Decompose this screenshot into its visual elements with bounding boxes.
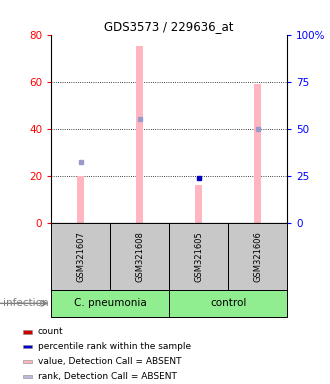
Bar [22,330,32,334]
Bar [195,185,202,223]
Title: GDS3573 / 229636_at: GDS3573 / 229636_at [104,20,234,33]
Bar [51,290,169,317]
Bar [22,360,32,363]
Bar [22,375,32,378]
Text: GSM321606: GSM321606 [253,231,262,282]
Text: count: count [38,328,63,336]
Text: percentile rank within the sample: percentile rank within the sample [38,342,191,351]
Text: GSM321607: GSM321607 [76,231,85,282]
Bar [169,290,287,317]
Bar [110,223,169,290]
Text: GSM321605: GSM321605 [194,231,203,282]
Text: GSM321608: GSM321608 [135,231,144,282]
Bar [51,223,110,290]
Bar [22,345,32,348]
Bar [136,46,143,223]
Bar [169,223,228,290]
Text: control: control [210,298,246,308]
Text: C. pneumonia: C. pneumonia [74,298,147,308]
Text: infection: infection [3,298,49,308]
Text: rank, Detection Call = ABSENT: rank, Detection Call = ABSENT [38,372,177,381]
Bar [254,84,261,223]
Bar [228,223,287,290]
Text: value, Detection Call = ABSENT: value, Detection Call = ABSENT [38,357,181,366]
Bar [77,176,84,223]
